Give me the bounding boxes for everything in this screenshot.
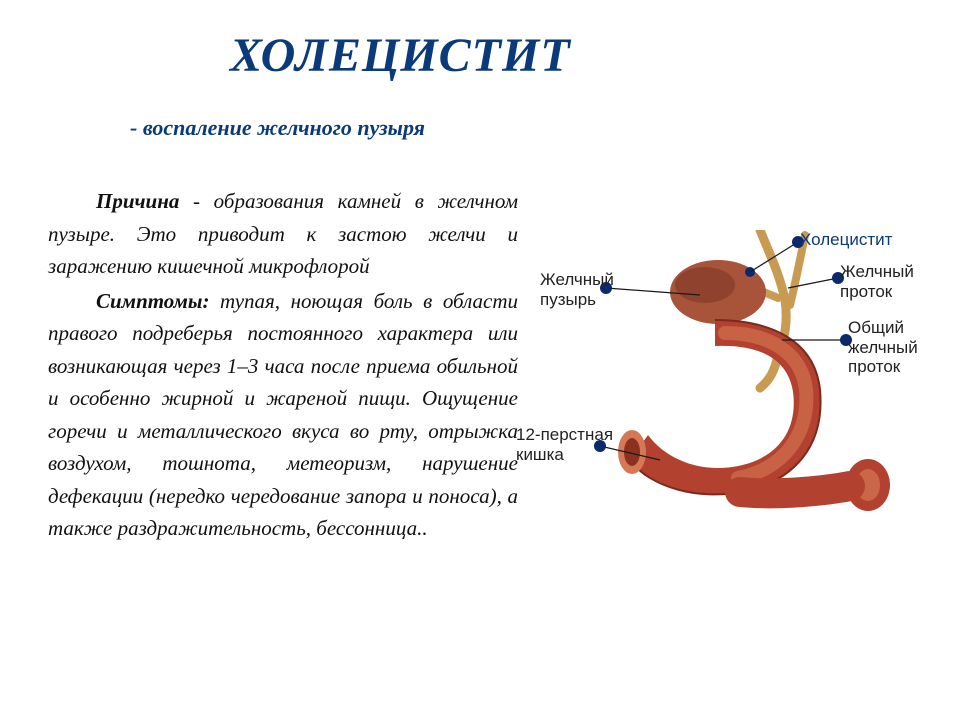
symptoms-paragraph: Симптомы: тупая, ноющая боль в области п… <box>48 285 518 545</box>
body-text: Причина - образования камней в желчном п… <box>48 185 518 547</box>
cause-label: Причина <box>96 189 179 213</box>
label-common-bile-duct: Общий желчный проток <box>848 318 918 377</box>
label-gallbladder: Желчный пузырь <box>540 270 614 309</box>
page-title: ХОЛЕЦИСТИТ <box>230 28 571 83</box>
label-duodenum: 12-перстная кишка <box>516 425 613 464</box>
symptoms-text: тупая, ноющая боль в области правого под… <box>48 289 518 541</box>
anatomy-diagram: Холецистит Желчный пузырь Желчный проток… <box>540 200 950 560</box>
page-subtitle: - воспаление желчного пузыря <box>130 115 425 141</box>
symptoms-label: Симптомы: <box>96 289 209 313</box>
cause-paragraph: Причина - образования камней в желчном п… <box>48 185 518 283</box>
label-bile-duct: Желчный проток <box>840 262 914 301</box>
label-cholecystitis: Холецистит <box>800 230 892 250</box>
